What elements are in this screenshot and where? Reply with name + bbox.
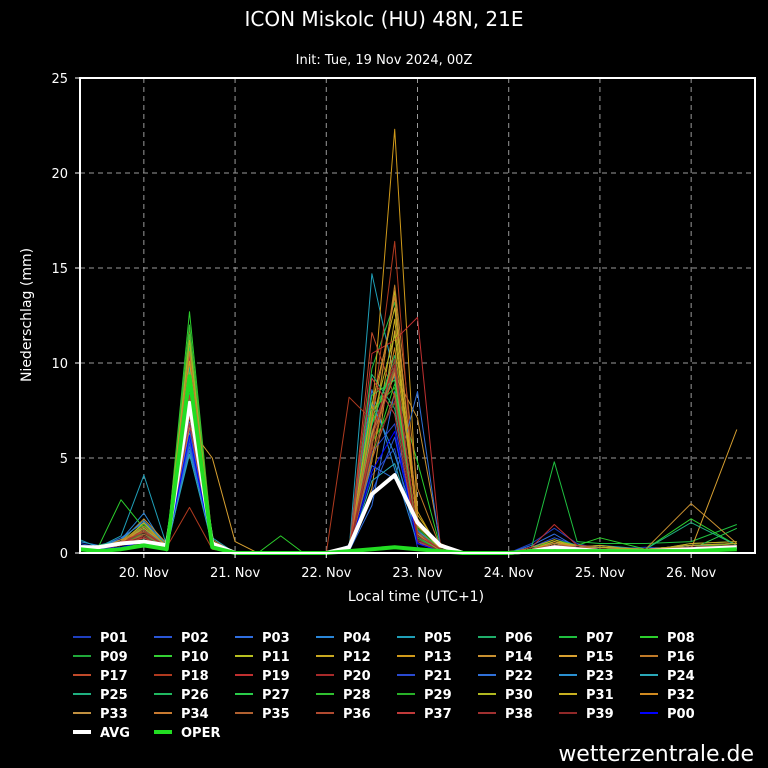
legend-label-p06: P06	[505, 631, 533, 646]
legend-label-p15: P15	[586, 650, 614, 665]
legend-label-p33: P33	[100, 707, 128, 722]
legend-label-p37: P37	[424, 707, 452, 722]
y-tick-label: 5	[60, 452, 68, 467]
legend-label-p31: P31	[586, 688, 614, 703]
legend-label-p34: P34	[181, 707, 209, 722]
chart-subtitle: Init: Tue, 19 Nov 2024, 00Z	[296, 53, 473, 68]
x-tick-label: 20. Nov	[119, 566, 169, 581]
legend-label-p01: P01	[100, 631, 128, 646]
legend-label-p20: P20	[343, 669, 371, 684]
legend-label-p04: P04	[343, 631, 371, 646]
legend-label-p07: P07	[586, 631, 614, 646]
credit-text: wetterzentrale.de	[558, 742, 754, 767]
x-tick-label: 26. Nov	[666, 566, 716, 581]
x-axis-label: Local time (UTC+1)	[348, 589, 484, 605]
legend-label-p27: P27	[262, 688, 290, 703]
legend-label-p09: P09	[100, 650, 128, 665]
legend-label-p19: P19	[262, 669, 290, 684]
y-tick-label: 25	[51, 72, 68, 87]
legend-label-oper: OPER	[181, 726, 220, 741]
legend-label-p11: P11	[262, 650, 290, 665]
legend-label-p23: P23	[586, 669, 614, 684]
x-tick-label: 23. Nov	[392, 566, 442, 581]
legend-label-p05: P05	[424, 631, 452, 646]
legend-label-p28: P28	[343, 688, 371, 703]
y-tick-label: 20	[51, 167, 68, 182]
legend-label-p36: P36	[343, 707, 371, 722]
legend-label-p00: P00	[667, 707, 695, 722]
series-lines	[79, 128, 738, 555]
legend-label-p12: P12	[343, 650, 371, 665]
y-tick-label: 15	[51, 262, 68, 277]
legend-label-p16: P16	[667, 650, 695, 665]
y-tick-label: 0	[60, 547, 68, 562]
legend-label-avg: AVG	[100, 726, 130, 741]
legend-label-p13: P13	[424, 650, 452, 665]
legend-label-p29: P29	[424, 688, 452, 703]
legend-label-p39: P39	[586, 707, 614, 722]
x-tick-label: 21. Nov	[210, 566, 260, 581]
y-axis-label: Niederschlag (mm)	[19, 248, 35, 382]
legend-label-p32: P32	[667, 688, 695, 703]
legend-label-p17: P17	[100, 669, 128, 684]
axis-ticks: 0 5 10 15 20 25 20. Nov 21. Nov 22. Nov 23. Nov 24…	[51, 72, 716, 581]
legend-label-p03: P03	[262, 631, 290, 646]
legend-label-p35: P35	[262, 707, 290, 722]
legend-label-p02: P02	[181, 631, 209, 646]
legend-label-p24: P24	[667, 669, 695, 684]
legend-label-p38: P38	[505, 707, 533, 722]
legend-label-p14: P14	[505, 650, 533, 665]
x-tick-label: 22. Nov	[301, 566, 351, 581]
legend-label-p25: P25	[100, 688, 128, 703]
legend: P01 P02 P03 P04 P05 P06 P07 P08 P09 P10 P11 P12 P13 P…	[73, 631, 695, 741]
legend-label-p22: P22	[505, 669, 533, 684]
legend-label-p21: P21	[424, 669, 452, 684]
x-tick-label: 25. Nov	[575, 566, 625, 581]
legend-label-p26: P26	[181, 688, 209, 703]
legend-label-p18: P18	[181, 669, 209, 684]
x-tick-label: 24. Nov	[484, 566, 534, 581]
series-line-oper	[79, 374, 737, 555]
legend-label-p30: P30	[505, 688, 533, 703]
chart-title: ICON Miskolc (HU) 48N, 21E	[244, 7, 523, 31]
y-tick-label: 10	[51, 357, 68, 372]
legend-label-p08: P08	[667, 631, 695, 646]
legend-label-p10: P10	[181, 650, 209, 665]
